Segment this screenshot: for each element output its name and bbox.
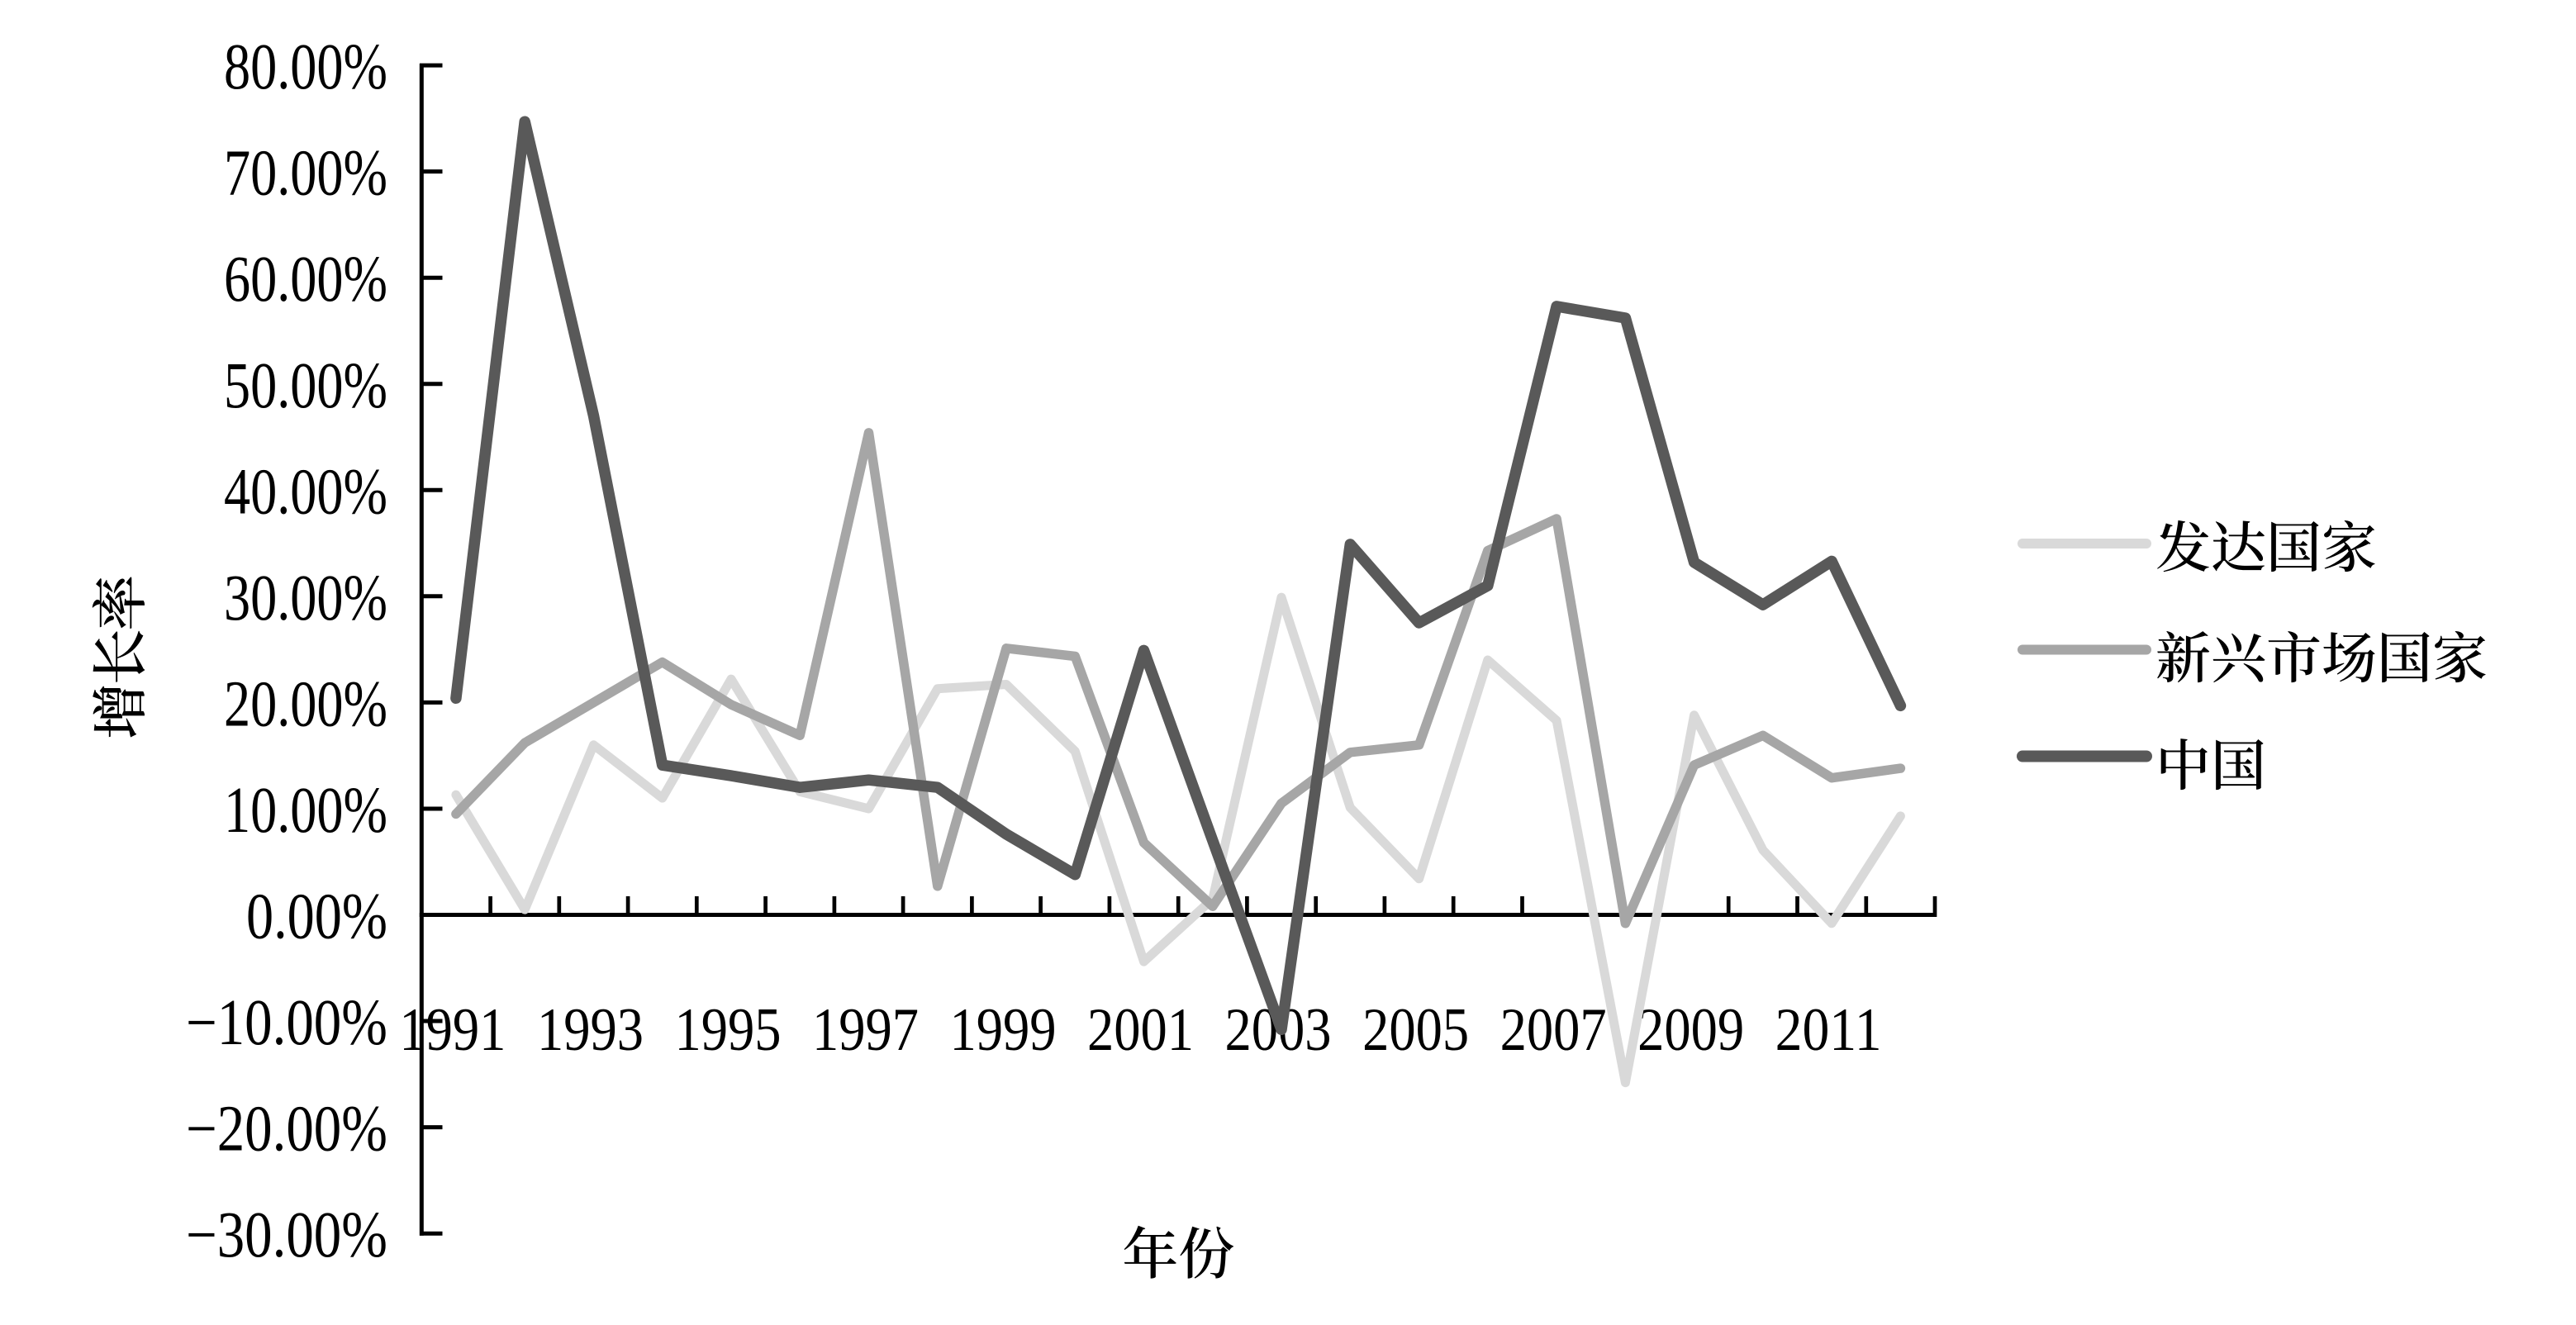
svg-text:2011: 2011 xyxy=(1775,996,1882,1064)
svg-text:0.00%: 0.00% xyxy=(246,881,387,953)
svg-text:1999: 1999 xyxy=(950,996,1057,1064)
svg-text:2007: 2007 xyxy=(1500,996,1607,1064)
svg-text:60.00%: 60.00% xyxy=(224,244,387,316)
svg-text:2005: 2005 xyxy=(1362,996,1469,1064)
svg-text:30.00%: 30.00% xyxy=(224,563,387,634)
svg-text:−30.00%: −30.00% xyxy=(186,1199,387,1271)
svg-text:20.00%: 20.00% xyxy=(224,668,387,740)
svg-text:1995: 1995 xyxy=(675,996,782,1064)
svg-text:1991: 1991 xyxy=(399,996,506,1064)
svg-text:40.00%: 40.00% xyxy=(224,456,387,528)
svg-text:2001: 2001 xyxy=(1087,996,1194,1064)
svg-text:2009: 2009 xyxy=(1637,996,1744,1064)
svg-text:−20.00%: −20.00% xyxy=(186,1094,387,1166)
svg-text:70.00%: 70.00% xyxy=(224,138,387,210)
svg-text:1997: 1997 xyxy=(812,996,919,1064)
svg-text:−10.00%: −10.00% xyxy=(186,987,387,1059)
svg-text:80.00%: 80.00% xyxy=(224,31,387,103)
svg-text:10.00%: 10.00% xyxy=(224,775,387,847)
svg-text:50.00%: 50.00% xyxy=(224,350,387,422)
svg-text:1993: 1993 xyxy=(537,996,644,1064)
